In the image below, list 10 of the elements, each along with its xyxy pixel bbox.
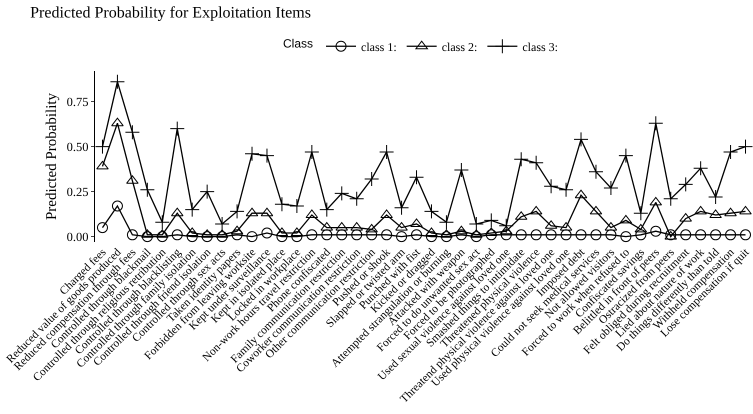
y-tick-label: 0.75 [66, 94, 88, 109]
legend-title: Class [283, 36, 314, 50]
legend-label: class 3: [522, 40, 558, 54]
legend-label: class 2: [442, 40, 478, 54]
y-tick-label: 0.00 [66, 230, 88, 244]
y-axis-title: Predicted Probability [44, 92, 60, 220]
y-tick-label: 0.50 [66, 140, 88, 154]
chart-title: Predicted Probability for Exploitation Items [30, 4, 311, 22]
y-tick-label: 0.25 [66, 184, 88, 199]
legend-label: class 1: [361, 40, 397, 54]
